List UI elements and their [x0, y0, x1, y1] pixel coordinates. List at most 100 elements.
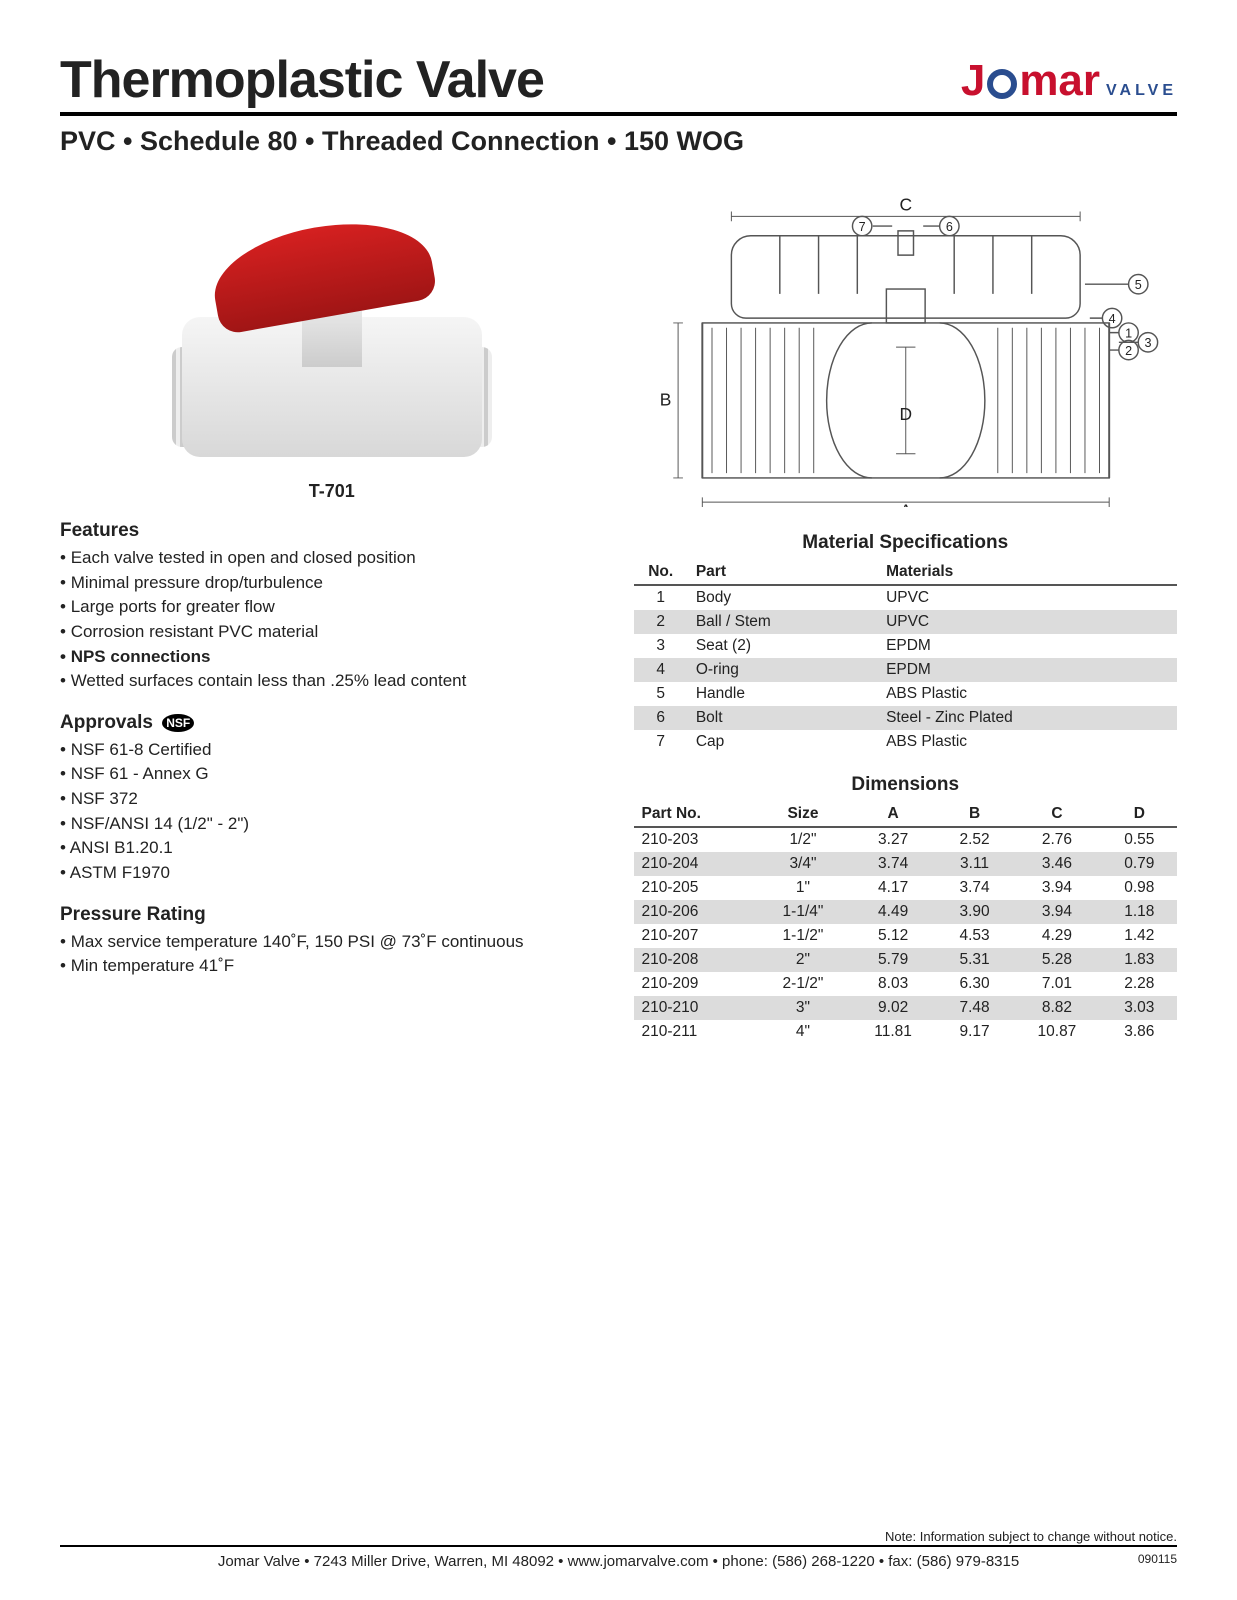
table-cell: 210-211: [634, 1020, 757, 1044]
table-row: 2Ball / StemUPVC: [634, 610, 1178, 634]
table-cell: 11.81: [849, 1020, 937, 1044]
approvals-heading-text: Approvals: [60, 712, 153, 733]
table-cell: 5.31: [937, 948, 1012, 972]
table-cell: 1.42: [1102, 924, 1177, 948]
svg-text:2: 2: [1125, 344, 1132, 358]
table-row: 210-2082"5.795.315.281.83: [634, 948, 1178, 972]
table-cell: UPVC: [878, 610, 1177, 634]
table-cell: 9.02: [849, 996, 937, 1020]
table-cell: 3.11: [937, 852, 1012, 876]
table-header: B: [937, 802, 1012, 827]
table-cell: 4.17: [849, 876, 937, 900]
svg-text:6: 6: [945, 220, 952, 234]
table-header: Part No.: [634, 802, 757, 827]
svg-text:B: B: [659, 389, 671, 409]
table-header: A: [849, 802, 937, 827]
table-cell: 3/4": [757, 852, 850, 876]
table-row: 1BodyUPVC: [634, 585, 1178, 610]
table-cell: 6.30: [937, 972, 1012, 996]
list-item: NSF 61-8 Certified: [74, 738, 604, 763]
table-cell: EPDM: [878, 658, 1177, 682]
footer-note: Note: Information subject to change with…: [885, 1529, 1177, 1544]
table-cell: 210-204: [634, 852, 757, 876]
dimensions-heading: Dimensions: [634, 774, 1178, 796]
features-list: Each valve tested in open and closed pos…: [60, 546, 604, 694]
product-photo: [152, 197, 512, 477]
dimensions-table: Part No.SizeABCD 210-2031/2"3.272.522.76…: [634, 802, 1178, 1044]
list-item: Each valve tested in open and closed pos…: [74, 546, 604, 571]
table-cell: 5.28: [1012, 948, 1101, 972]
table-cell: 2-1/2": [757, 972, 850, 996]
table-cell: 1: [634, 585, 688, 610]
table-cell: 3.90: [937, 900, 1012, 924]
table-row: 4O-ringEPDM: [634, 658, 1178, 682]
logo-letter: J: [961, 56, 985, 106]
table-cell: 1-1/2": [757, 924, 850, 948]
materials-heading: Material Specifications: [634, 532, 1178, 554]
table-cell: 1": [757, 876, 850, 900]
list-item: ANSI B1.20.1: [74, 836, 604, 861]
table-cell: 8.03: [849, 972, 937, 996]
table-header: No.: [634, 560, 688, 585]
table-cell: 7.48: [937, 996, 1012, 1020]
svg-text:D: D: [899, 404, 912, 424]
table-cell: 210-206: [634, 900, 757, 924]
approvals-list: NSF 61-8 CertifiedNSF 61 - Annex GNSF 37…: [60, 738, 604, 886]
table-cell: 1.83: [1102, 948, 1177, 972]
table-cell: 4": [757, 1020, 850, 1044]
table-cell: 2: [634, 610, 688, 634]
table-cell: Ball / Stem: [688, 610, 878, 634]
table-header: Materials: [878, 560, 1177, 585]
table-cell: 6: [634, 706, 688, 730]
logo-letter-o: [987, 69, 1017, 99]
table-cell: Handle: [688, 682, 878, 706]
svg-text:1: 1: [1125, 326, 1132, 340]
table-cell: 3.94: [1012, 876, 1101, 900]
table-cell: 0.79: [1102, 852, 1177, 876]
page-title: Thermoplastic Valve: [60, 50, 544, 110]
list-item: NSF 61 - Annex G: [74, 762, 604, 787]
table-cell: 3.94: [1012, 900, 1101, 924]
table-cell: 5.79: [849, 948, 937, 972]
table-cell: 10.87: [1012, 1020, 1101, 1044]
pressure-heading: Pressure Rating: [60, 904, 604, 926]
table-cell: 1.18: [1102, 900, 1177, 924]
table-cell: 3.46: [1012, 852, 1101, 876]
table-cell: Bolt: [688, 706, 878, 730]
table-cell: 4.29: [1012, 924, 1101, 948]
table-row: 210-2051"4.173.743.940.98: [634, 876, 1178, 900]
table-header: D: [1102, 802, 1177, 827]
svg-text:4: 4: [1108, 312, 1115, 326]
table-cell: 2": [757, 948, 850, 972]
list-item: NSF 372: [74, 787, 604, 812]
table-header: Size: [757, 802, 850, 827]
nsf-badge-icon: NSF: [162, 714, 194, 732]
table-cell: 5.12: [849, 924, 937, 948]
table-row: 5HandleABS Plastic: [634, 682, 1178, 706]
logo-letter: mar: [1019, 56, 1100, 106]
list-item: Wetted surfaces contain less than .25% l…: [74, 669, 604, 694]
page-subtitle: PVC • Schedule 80 • Threaded Connection …: [60, 126, 1177, 157]
table-cell: 210-209: [634, 972, 757, 996]
table-cell: 1/2": [757, 827, 850, 852]
approvals-heading: Approvals NSF: [60, 712, 604, 734]
table-cell: 7.01: [1012, 972, 1101, 996]
table-cell: Seat (2): [688, 634, 878, 658]
table-row: 210-2031/2"3.272.522.760.55: [634, 827, 1178, 852]
table-row: 210-2061-1/4"4.493.903.941.18: [634, 900, 1178, 924]
table-cell: 210-203: [634, 827, 757, 852]
table-row: 210-2071-1/2"5.124.534.291.42: [634, 924, 1178, 948]
table-cell: Body: [688, 585, 878, 610]
table-cell: 0.55: [1102, 827, 1177, 852]
list-item: Corrosion resistant PVC material: [74, 620, 604, 645]
table-cell: 4.53: [937, 924, 1012, 948]
footer-code: 090115: [1138, 1552, 1177, 1566]
svg-text:C: C: [899, 197, 912, 215]
list-item: NPS connections: [74, 645, 604, 670]
table-cell: EPDM: [878, 634, 1177, 658]
table-cell: 3.86: [1102, 1020, 1177, 1044]
table-cell: 0.98: [1102, 876, 1177, 900]
list-item: Minimal pressure drop/turbulence: [74, 571, 604, 596]
table-cell: 2.52: [937, 827, 1012, 852]
svg-text:7: 7: [858, 220, 865, 234]
